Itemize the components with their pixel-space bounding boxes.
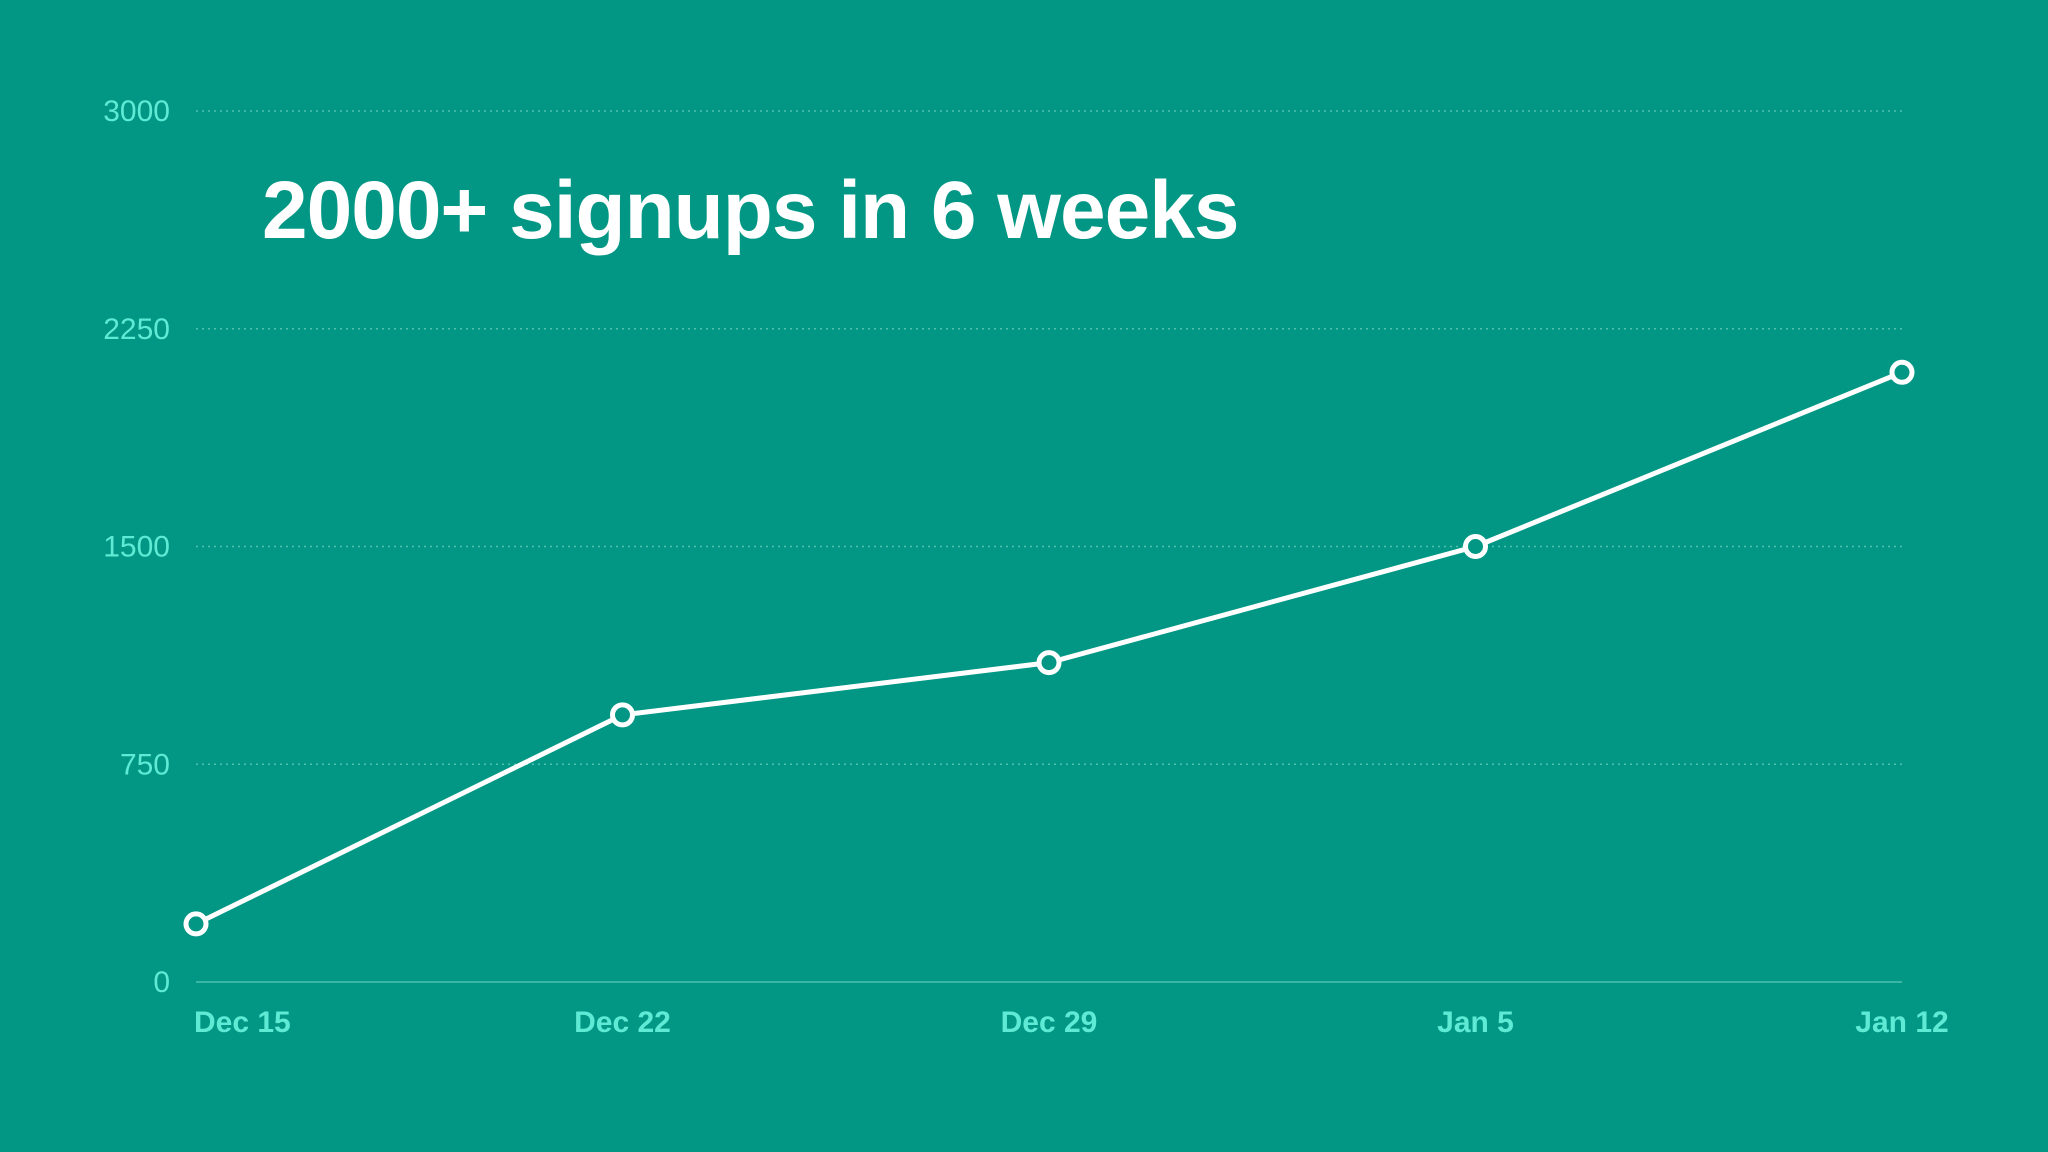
- y-axis-tick-labels: 0 750 1500 2250 3000: [103, 95, 170, 999]
- x-tick-label: Dec 22: [574, 1006, 671, 1039]
- y-tick-label: 2250: [103, 313, 170, 346]
- grid-lines: [196, 110, 1902, 983]
- x-axis-tick-labels: Dec 15 Dec 22 Dec 29 Jan 5 Jan 12: [194, 1006, 1949, 1039]
- data-point-marker: [1463, 534, 1488, 559]
- chart-title: 2000+ signups in 6 weeks: [262, 165, 1239, 256]
- x-tick-label: Dec 15: [194, 1006, 291, 1039]
- y-tick-label: 750: [120, 748, 170, 781]
- data-point-marker: [610, 702, 635, 728]
- x-tick-label: Jan 12: [1855, 1006, 1948, 1039]
- signups-series: [183, 359, 1915, 937]
- x-tick-label: Jan 5: [1437, 1006, 1514, 1039]
- data-point-marker: [183, 911, 209, 937]
- y-tick-label: 0: [153, 966, 170, 999]
- data-point-marker: [1889, 359, 1915, 385]
- y-tick-label: 3000: [103, 95, 170, 128]
- x-tick-label: Dec 29: [1001, 1006, 1098, 1039]
- data-point-marker: [1036, 650, 1062, 676]
- y-tick-label: 1500: [103, 531, 170, 564]
- series-line: [193, 369, 1905, 927]
